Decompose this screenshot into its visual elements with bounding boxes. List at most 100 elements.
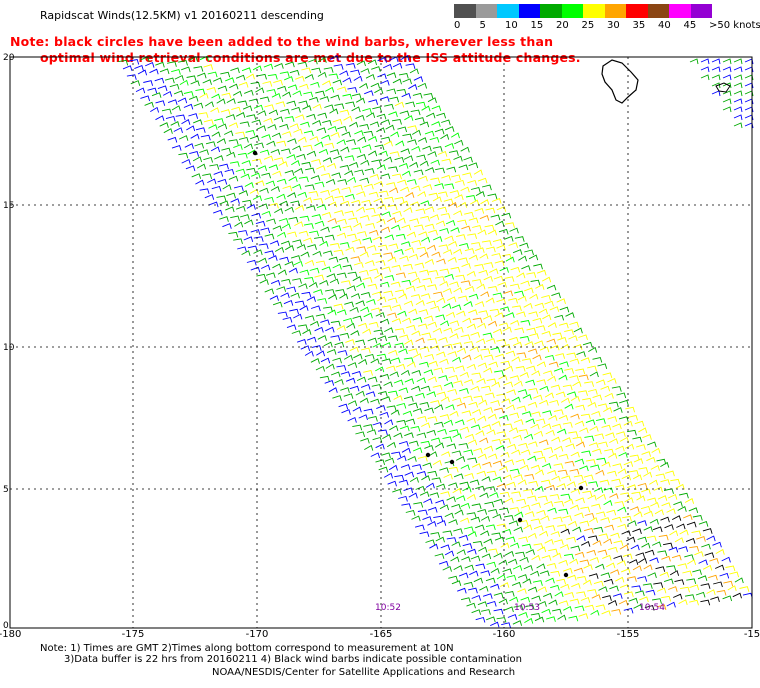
wind-barb [409, 161, 419, 168]
wind-barb [518, 429, 529, 435]
wind-barb [403, 396, 414, 402]
wind-barb [643, 526, 653, 532]
wind-barb [588, 573, 599, 579]
wind-barb [325, 326, 335, 333]
wind-barb [555, 391, 566, 398]
wind-barb [568, 615, 579, 622]
wind-barb [418, 175, 428, 182]
wind-barb [373, 197, 384, 204]
wind-barb [334, 210, 344, 216]
wind-barb [309, 230, 320, 237]
wind-barb [483, 354, 494, 361]
wind-barb [359, 215, 370, 221]
wind-barb [483, 538, 493, 545]
wind-barb [578, 390, 588, 396]
wind-barb [391, 224, 401, 231]
wind-barb [403, 155, 414, 162]
wind-barb [564, 403, 574, 410]
wind-barb [397, 310, 407, 317]
wind-barb [376, 164, 386, 171]
wind-barb [356, 154, 367, 160]
wind-barb [452, 488, 462, 494]
wind-barb [367, 337, 378, 344]
wind-speed-legend: 0 5 10 15 20 25 30 35 40 45 >50 knots [454, 4, 760, 32]
wind-barb [531, 595, 541, 602]
wind-barb [445, 219, 456, 226]
wind-barb [258, 243, 269, 250]
wind-barb [406, 361, 416, 368]
wind-barb [471, 503, 482, 510]
wind-barb [394, 328, 405, 334]
wind-barb [545, 577, 555, 584]
wind-barb [326, 162, 337, 169]
wind-barb [525, 549, 535, 555]
wind-barb [224, 130, 234, 137]
wind-barb [557, 524, 567, 530]
wind-barb [604, 392, 614, 399]
wind-barb [474, 208, 485, 214]
wind-barb [487, 413, 497, 420]
wind-barb [384, 457, 395, 464]
wind-barb [617, 468, 627, 475]
wind-barb [545, 525, 556, 531]
wind-barb [490, 347, 501, 353]
wind-barb [358, 414, 368, 421]
wind-barb [270, 279, 281, 286]
wind-barb [471, 242, 481, 248]
wind-barb [504, 590, 515, 597]
wind-barb [419, 401, 430, 408]
wind-barb [582, 397, 593, 404]
wind-barb [447, 388, 458, 395]
wind-barb [284, 76, 294, 82]
wind-barb [277, 85, 287, 92]
wind-barb [684, 594, 695, 600]
wind-barb [408, 402, 419, 409]
wind-barb [654, 509, 664, 516]
wind-barb [479, 253, 489, 260]
wind-barb [488, 361, 499, 368]
wind-barb [567, 574, 577, 581]
wind-barb [537, 600, 547, 607]
wind-barb [663, 542, 673, 549]
wind-barb [628, 559, 639, 565]
wind-barb [487, 285, 498, 292]
wind-barb [570, 488, 581, 495]
wind-barb [464, 473, 475, 479]
wind-barb [392, 78, 402, 85]
wind-barb [270, 186, 280, 192]
wind-barb [400, 55, 410, 61]
wind-barb [280, 108, 290, 115]
wind-barb [440, 320, 450, 327]
wind-barb [230, 198, 240, 204]
wind-barb [259, 96, 270, 103]
wind-barb [199, 188, 210, 195]
wind-barb [274, 157, 284, 163]
wind-barb [586, 459, 596, 465]
wind-barb [550, 584, 560, 591]
wind-barb [669, 570, 680, 576]
wind-barb [386, 182, 397, 188]
wind-barb [299, 215, 310, 222]
wind-barb [595, 379, 606, 386]
wind-barb [460, 502, 471, 509]
wind-barb [364, 444, 374, 451]
wind-barb [302, 329, 312, 335]
wind-barb [649, 518, 659, 525]
wind-barb [387, 256, 397, 263]
wind-barb [477, 362, 488, 369]
legend-swatch [626, 4, 648, 18]
wind-barb [390, 357, 401, 364]
wind-barb [398, 440, 409, 447]
wind-barb [459, 426, 470, 433]
wind-barb [664, 524, 674, 530]
wind-barb [171, 69, 181, 75]
wind-barb [509, 596, 519, 603]
wind-barb [551, 475, 561, 482]
wind-barb [377, 56, 387, 63]
wind-barb [508, 427, 519, 434]
wind-barb [386, 72, 397, 79]
wind-barb [365, 73, 376, 80]
wind-barb [444, 512, 454, 519]
wind-barb [523, 489, 534, 495]
wind-barb [332, 357, 342, 364]
